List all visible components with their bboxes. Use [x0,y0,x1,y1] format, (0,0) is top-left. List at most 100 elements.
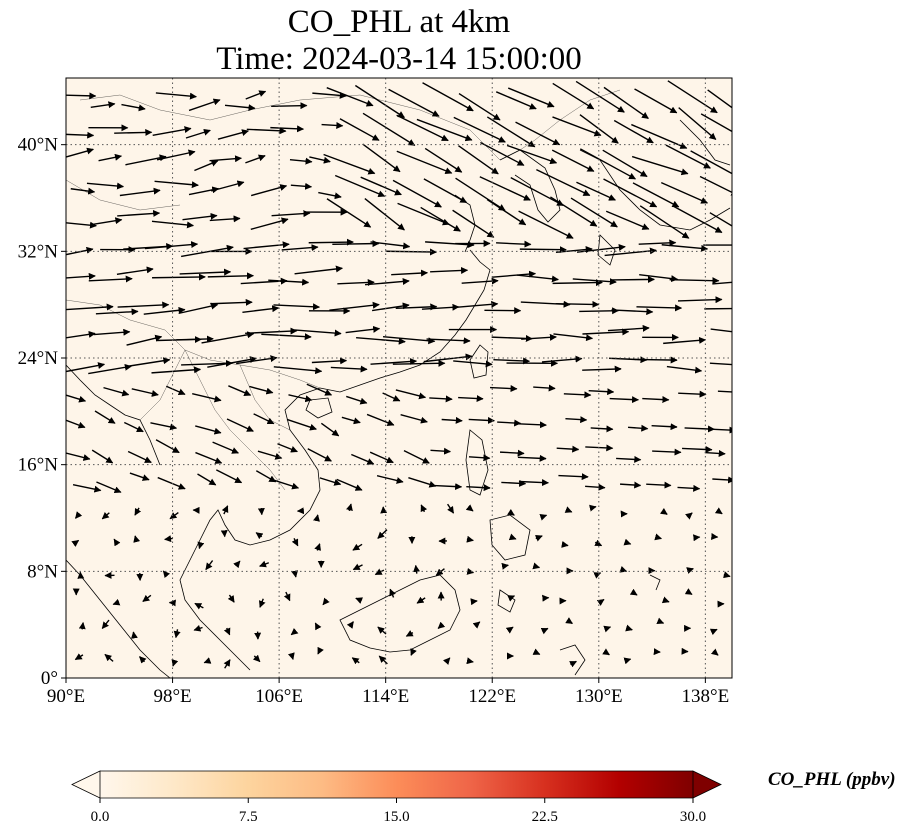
colorbar-ticks: 0.0 7.5 15.0 22.5 30.0 [91,798,706,825]
wind-arrow [268,278,310,286]
wind-arrow [290,182,313,190]
x-tick-label: 90°E [47,686,85,707]
wind-arrow [556,445,580,453]
wind-arrow [322,597,330,606]
wind-arrow [281,244,319,252]
wind-arrow [116,266,154,275]
wind-arrow [210,298,253,306]
wind-arrow [712,281,732,285]
wind-arrow [330,365,368,373]
y-tick-label: 40°N [18,135,59,156]
wind-arrow [114,128,153,136]
wind-arrow [708,426,732,434]
wind-arrow [579,148,637,180]
wind-arrow [197,541,205,550]
wind-arrow [273,303,320,311]
wind-arrow [252,654,261,663]
wind-arrow [287,652,295,660]
wind-arrow [364,278,410,286]
wind-arrow [72,484,102,493]
wind-arrow [677,296,723,304]
wind-arrow [334,174,386,198]
wind-arrow [121,103,146,112]
wind-arrow [403,449,430,464]
wind-arrow [505,626,514,634]
wind-arrow [66,330,96,339]
wind-arrow [468,416,495,424]
wind-arrow [458,145,499,175]
wind-arrow [421,303,460,311]
wind-arrow [589,504,597,512]
wind-arrow [294,265,343,275]
wind-arrow [561,540,569,548]
wind-arrow [611,308,654,316]
x-tick-label: 138°E [682,686,730,707]
wind-arrow [88,275,133,283]
wind-arrow [134,507,142,516]
wind-arrow [66,92,97,100]
wind-arrow [94,410,116,424]
wind-arrow [257,507,265,516]
wind-arrow [497,419,522,427]
wind-arrow [507,87,555,108]
wind-arrow [261,333,312,341]
wind-arrow [594,539,603,547]
wind-arrow [113,538,121,547]
wind-arrow [516,274,559,283]
wind-arrow [242,305,280,313]
wind-arrow [466,567,475,575]
wind-arrow [518,210,574,239]
wind-arrow [582,365,622,373]
wind-arrow [638,239,677,247]
wind-arrow [631,123,688,149]
wind-arrow [329,301,380,311]
y-tick-label: 24°N [18,348,59,369]
wind-arrow [465,504,474,512]
wind-arrow [396,150,453,175]
wind-arrow [154,180,199,189]
y-tick-label: 0° [41,668,58,689]
wind-arrow [193,624,203,632]
wind-arrow [717,390,732,393]
wind-arrow [320,422,340,437]
wind-arrow [101,619,110,630]
wind-arrow [540,627,549,635]
wind-arrow [552,116,602,137]
wind-arrow [151,366,202,374]
wind-arrow [660,181,709,204]
wind-arrow [255,470,277,483]
wind-arrow [632,182,680,208]
wind-arrow [472,621,481,629]
wind-arrow [558,473,589,481]
wind-arrow [532,562,541,570]
wind-arrow [181,244,234,258]
y-tick-label: 32°N [18,241,59,262]
wind-arrow [395,303,438,311]
wind-arrow [496,240,532,248]
wind-arrow [685,512,693,520]
wind-arrow [699,175,732,196]
wind-arrow [366,413,395,426]
wind-arrow [700,113,732,133]
wind-arrow [259,560,270,568]
wind-arrow [425,241,475,249]
wind-arrow [323,153,376,175]
wind-arrow [313,514,320,522]
wind-arrow [66,272,96,280]
wind-arrow [157,476,186,490]
wind-arrow [126,334,163,346]
wind-arrow [455,177,506,212]
wind-arrow [117,301,170,309]
wind-arrow [579,307,620,315]
wind-arrow [468,454,491,462]
wind-arrow [712,476,732,484]
wind-arrow [714,507,723,515]
colorbar-label: CO_PHL (ppbv) [768,769,896,790]
wind-arrow [205,560,214,571]
wind-arrow [130,631,138,639]
wind-arrow [434,483,463,491]
wind-arrow [565,416,588,424]
wind-arrow [452,300,499,309]
wind-arrow [332,240,380,248]
wind-arrow [453,116,506,143]
